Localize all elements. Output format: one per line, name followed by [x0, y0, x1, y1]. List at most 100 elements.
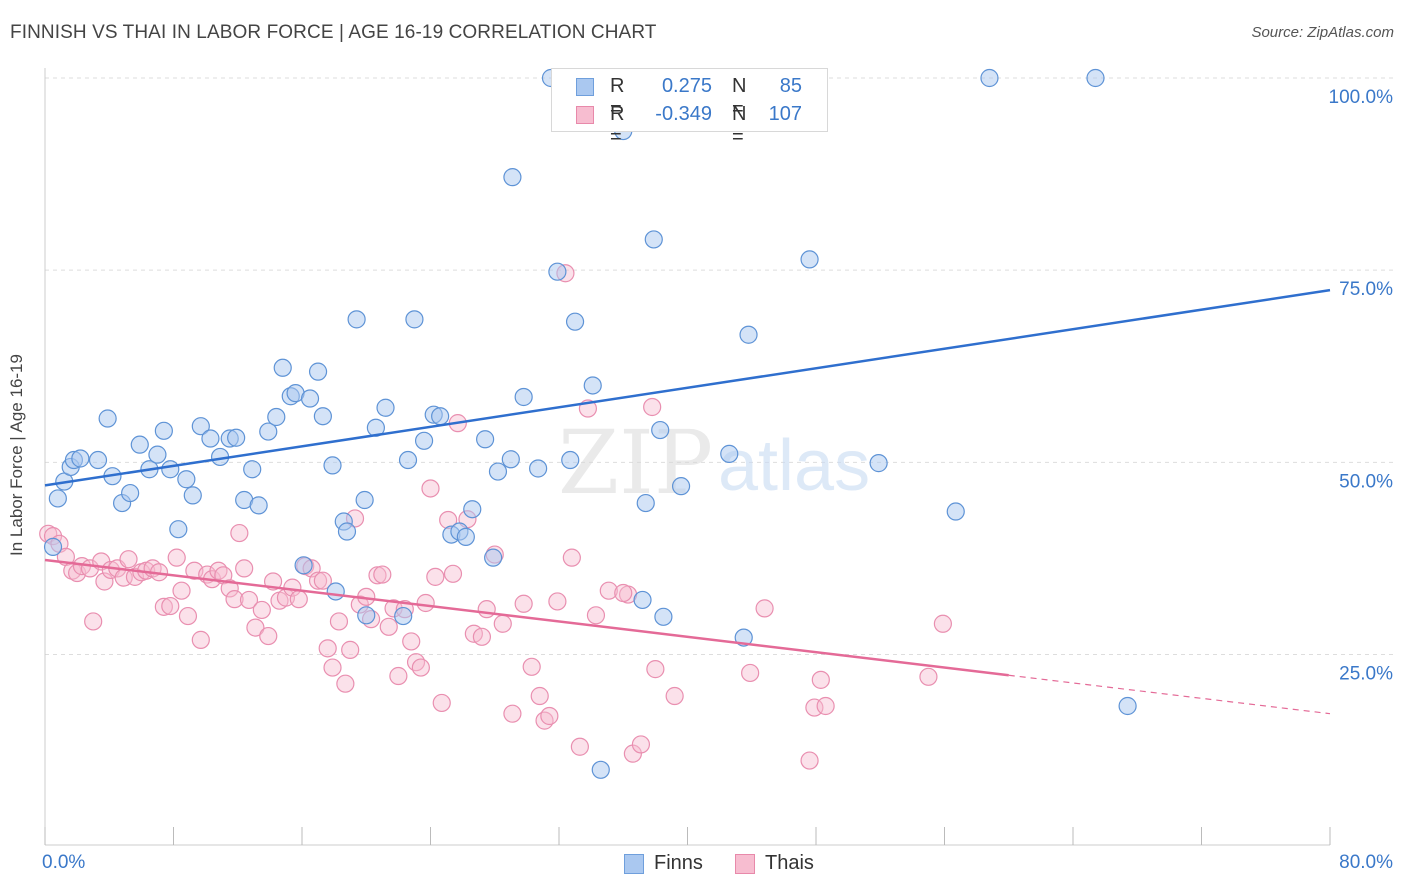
- finns-point: [249, 496, 268, 515]
- thais-point: [665, 686, 684, 706]
- finns-point: [259, 422, 278, 441]
- thais-point: [800, 751, 819, 770]
- thais-point: [614, 583, 633, 603]
- thais-point: [119, 550, 138, 569]
- finns-point: [308, 362, 328, 381]
- finns-point: [671, 477, 691, 496]
- finns-point: [565, 312, 585, 331]
- finns-point: [313, 407, 332, 426]
- watermark: ZIP atlas: [558, 411, 870, 514]
- thais-point: [570, 737, 589, 756]
- finns-point: [503, 168, 522, 187]
- finns-point: [48, 489, 67, 508]
- thais-point: [472, 627, 491, 646]
- thais-point: [402, 632, 421, 651]
- legend-label: Finns: [654, 852, 703, 874]
- thais-point: [235, 559, 254, 578]
- finns-point: [273, 358, 292, 377]
- thais-point: [741, 663, 760, 683]
- thais-point: [220, 579, 239, 598]
- thais-point: [84, 612, 103, 631]
- finns-point: [326, 582, 345, 601]
- thais-point: [154, 597, 173, 616]
- thais-point: [755, 599, 774, 618]
- thais-point: [540, 706, 559, 726]
- thais-point: [416, 593, 435, 613]
- finns-point: [121, 483, 140, 503]
- finns-point: [529, 459, 548, 478]
- thais-point: [172, 581, 191, 600]
- thais-point: [522, 657, 541, 676]
- thais-swatch: [576, 106, 594, 124]
- y-tick-label: 100.0%: [1329, 87, 1394, 108]
- legend: Finns Thais: [0, 852, 1406, 878]
- finns-point: [191, 417, 210, 436]
- finns-point: [243, 460, 262, 479]
- thais-point: [406, 653, 426, 672]
- thais-point: [318, 639, 337, 658]
- finns-point: [201, 429, 220, 448]
- finns-point: [644, 230, 663, 249]
- thais-point: [562, 548, 581, 567]
- r-label: R =: [610, 103, 625, 148]
- thais-point: [329, 612, 349, 631]
- finns-point: [337, 522, 357, 541]
- stats-box: R = 0.275 N = 85 R = -0.349 N = 107: [551, 68, 828, 148]
- finns-point: [869, 454, 888, 473]
- legend-label: Thais: [765, 852, 814, 874]
- thais-point: [919, 667, 938, 686]
- thais-point: [341, 640, 360, 659]
- finns-point: [43, 537, 63, 556]
- finns-point: [71, 449, 90, 468]
- thais-point: [646, 660, 665, 679]
- finns-point: [514, 387, 533, 407]
- thais-point: [599, 581, 618, 600]
- finns-point: [347, 310, 366, 329]
- thais-point: [514, 594, 533, 613]
- thais-legend-swatch: [735, 854, 755, 874]
- thais-point: [530, 686, 549, 706]
- finns-point: [501, 450, 520, 469]
- thais-point: [503, 704, 522, 723]
- r-value: -0.349: [655, 103, 712, 125]
- finns-point: [376, 398, 395, 417]
- finns-point: [227, 428, 246, 447]
- finns-point: [980, 68, 999, 88]
- thais-trend-extension: [1008, 674, 1331, 715]
- y-tick-label: 75.0%: [1339, 279, 1393, 300]
- thais-trend-line: [44, 558, 1009, 677]
- thais-point: [239, 590, 259, 610]
- n-value: 107: [768, 103, 802, 125]
- thais-point: [379, 617, 398, 636]
- finns-point: [161, 460, 180, 479]
- finns-point: [323, 456, 342, 475]
- finns-point: [456, 527, 475, 546]
- finns-point: [591, 760, 610, 779]
- watermark-atlas: atlas: [718, 426, 870, 506]
- thais-point: [230, 523, 249, 543]
- finns-point: [88, 450, 108, 470]
- chart-title: FINNISH VS THAI IN LABOR FORCE | AGE 16-…: [10, 22, 657, 43]
- thais-point: [191, 630, 210, 649]
- finns-point: [98, 409, 117, 428]
- finns-point: [1086, 68, 1105, 88]
- finns-point: [633, 590, 652, 610]
- thais-point: [95, 572, 114, 591]
- finns-point: [169, 520, 188, 539]
- thais-point: [389, 666, 408, 686]
- finns-point: [484, 548, 503, 567]
- n-value: 85: [779, 75, 802, 97]
- thais-point: [167, 548, 186, 567]
- finns-point: [177, 470, 196, 489]
- finns-point: [183, 486, 202, 505]
- thais-point: [178, 606, 198, 626]
- thais-point: [586, 606, 606, 625]
- finns-point: [583, 376, 602, 395]
- thais-point: [125, 567, 145, 586]
- y-axis-label: In Labor Force | Age 16-19: [7, 354, 26, 556]
- x-tick-label-max: 80.0%: [1339, 852, 1393, 873]
- finns-point: [405, 310, 424, 329]
- y-tick-label: 25.0%: [1339, 664, 1393, 685]
- finns-points: [43, 68, 1137, 779]
